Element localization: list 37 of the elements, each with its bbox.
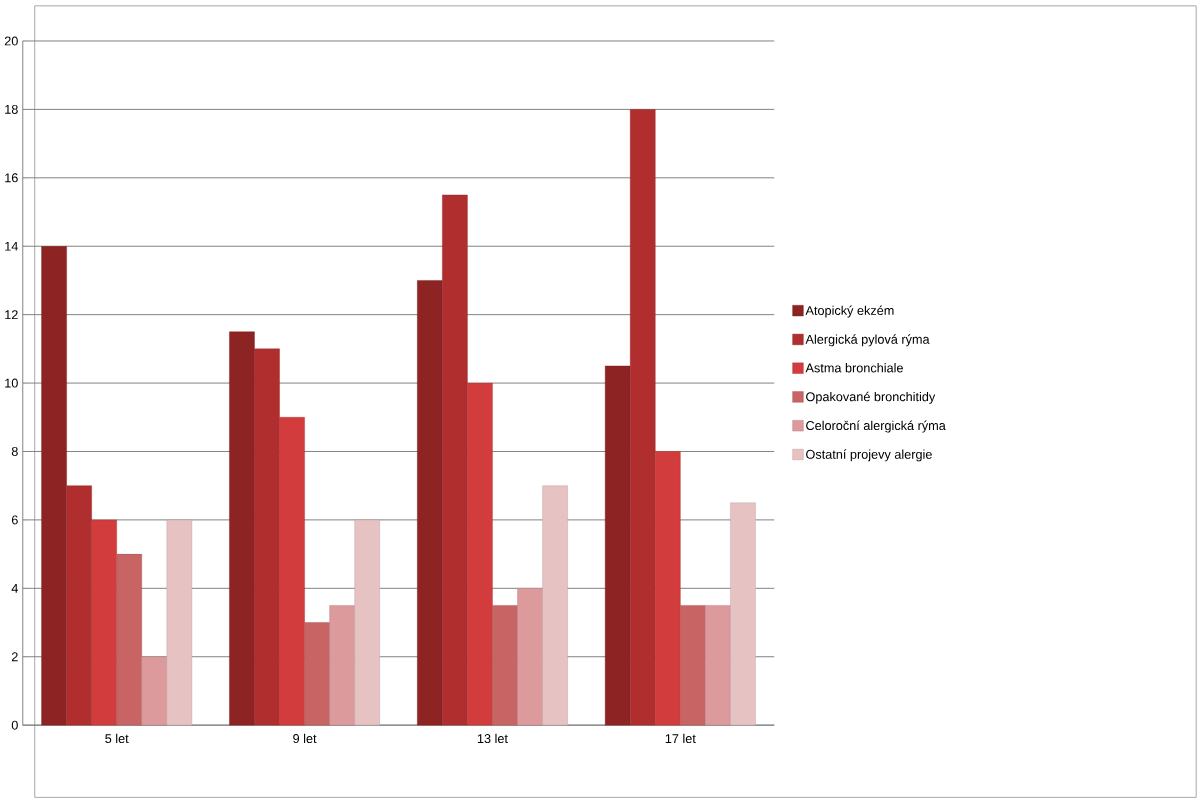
x-tick-label: 13 let: [477, 733, 508, 743]
y-tick-label: 10: [5, 378, 18, 388]
x-tick-label: 9 let: [293, 733, 317, 743]
y-tick-label: 20: [4, 36, 18, 46]
legend-label: Atopický ekzém: [805, 305, 894, 318]
legend-label: Ostatní projevy alergie: [806, 449, 932, 462]
bar: [467, 382, 493, 726]
legend-label: Celoroční alergická rýma: [806, 420, 946, 433]
bar: [304, 622, 330, 726]
y-tick-label: 16: [5, 173, 18, 183]
y-tick-label: 6: [11, 515, 18, 525]
y-tick-label: 0: [11, 720, 18, 730]
x-tick-label: 5 let: [105, 733, 129, 743]
y-tick-label: 8: [11, 446, 18, 456]
legend-label: Astma bronchiale: [805, 363, 903, 373]
y-tick-label: 2: [11, 652, 18, 662]
y-tick-label: 12: [5, 310, 18, 319]
y-tick-label: 4: [11, 583, 18, 593]
bar: [492, 605, 518, 726]
bar: [655, 451, 681, 726]
bar: [91, 519, 117, 726]
bar: [279, 416, 305, 726]
y-tick-label: 14: [5, 241, 18, 251]
bar: [730, 502, 756, 726]
bar: [542, 485, 568, 726]
bar: [705, 605, 731, 726]
bar: [166, 519, 193, 726]
bar: [680, 605, 706, 726]
bar: [517, 588, 543, 726]
bar: [329, 605, 355, 726]
x-tick-label: 17 let: [665, 733, 696, 743]
legend-label: Alergická pylová rýma: [805, 334, 930, 347]
legend-label: Opakované bronchitidy: [806, 391, 936, 404]
bar: [116, 553, 142, 726]
bar: [141, 656, 168, 726]
bar: [354, 519, 380, 726]
y-tick-label: 18: [5, 104, 18, 114]
